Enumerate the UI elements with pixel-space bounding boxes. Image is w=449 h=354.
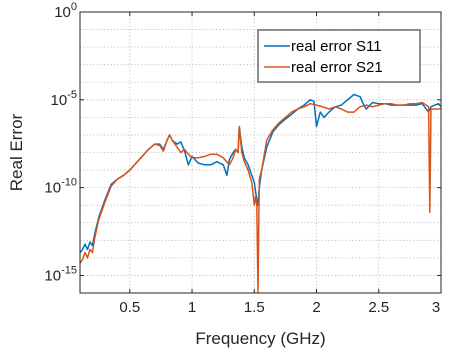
y-axis-label: Real Error xyxy=(7,113,26,191)
legend: real error S11 real error S21 xyxy=(257,29,421,83)
y-tick-base: 10 xyxy=(54,4,71,21)
legend-label-s21: real error S21 xyxy=(291,59,383,76)
y-tick-label: 10-10 xyxy=(44,177,77,197)
series-group xyxy=(79,93,442,294)
x-tick-label: 0.5 xyxy=(119,299,140,316)
y-tick-base: 10 xyxy=(44,180,61,197)
y-tick-exponent: -10 xyxy=(61,177,77,189)
legend-label-s11: real error S11 xyxy=(291,38,382,55)
y-tick-label: 10-5 xyxy=(51,89,77,109)
x-axis-label: Frequency (GHz) xyxy=(195,329,325,348)
y-tick-exponent: -5 xyxy=(67,89,77,101)
y-tick-label: 100 xyxy=(54,1,77,21)
y-tick-base: 10 xyxy=(51,92,68,109)
legend-box xyxy=(257,29,421,83)
y-tick-exponent: 0 xyxy=(71,1,77,13)
y-tick-exponent: -15 xyxy=(61,264,77,276)
y-tick-label: 10-15 xyxy=(44,264,77,284)
ticks xyxy=(80,11,442,293)
y-tick-base: 10 xyxy=(44,267,61,284)
plot-frame xyxy=(79,11,442,294)
x-tick-label: 1 xyxy=(188,299,196,316)
x-tick-labels: 0.5 1 1.5 2 2.5 3 xyxy=(119,299,440,316)
x-tick-label: 2.5 xyxy=(368,299,389,316)
x-tick-label: 2 xyxy=(312,299,320,316)
x-tick-label: 3 xyxy=(432,299,440,316)
x-tick-label: 1.5 xyxy=(244,299,265,316)
series-line-s21 xyxy=(79,101,441,294)
